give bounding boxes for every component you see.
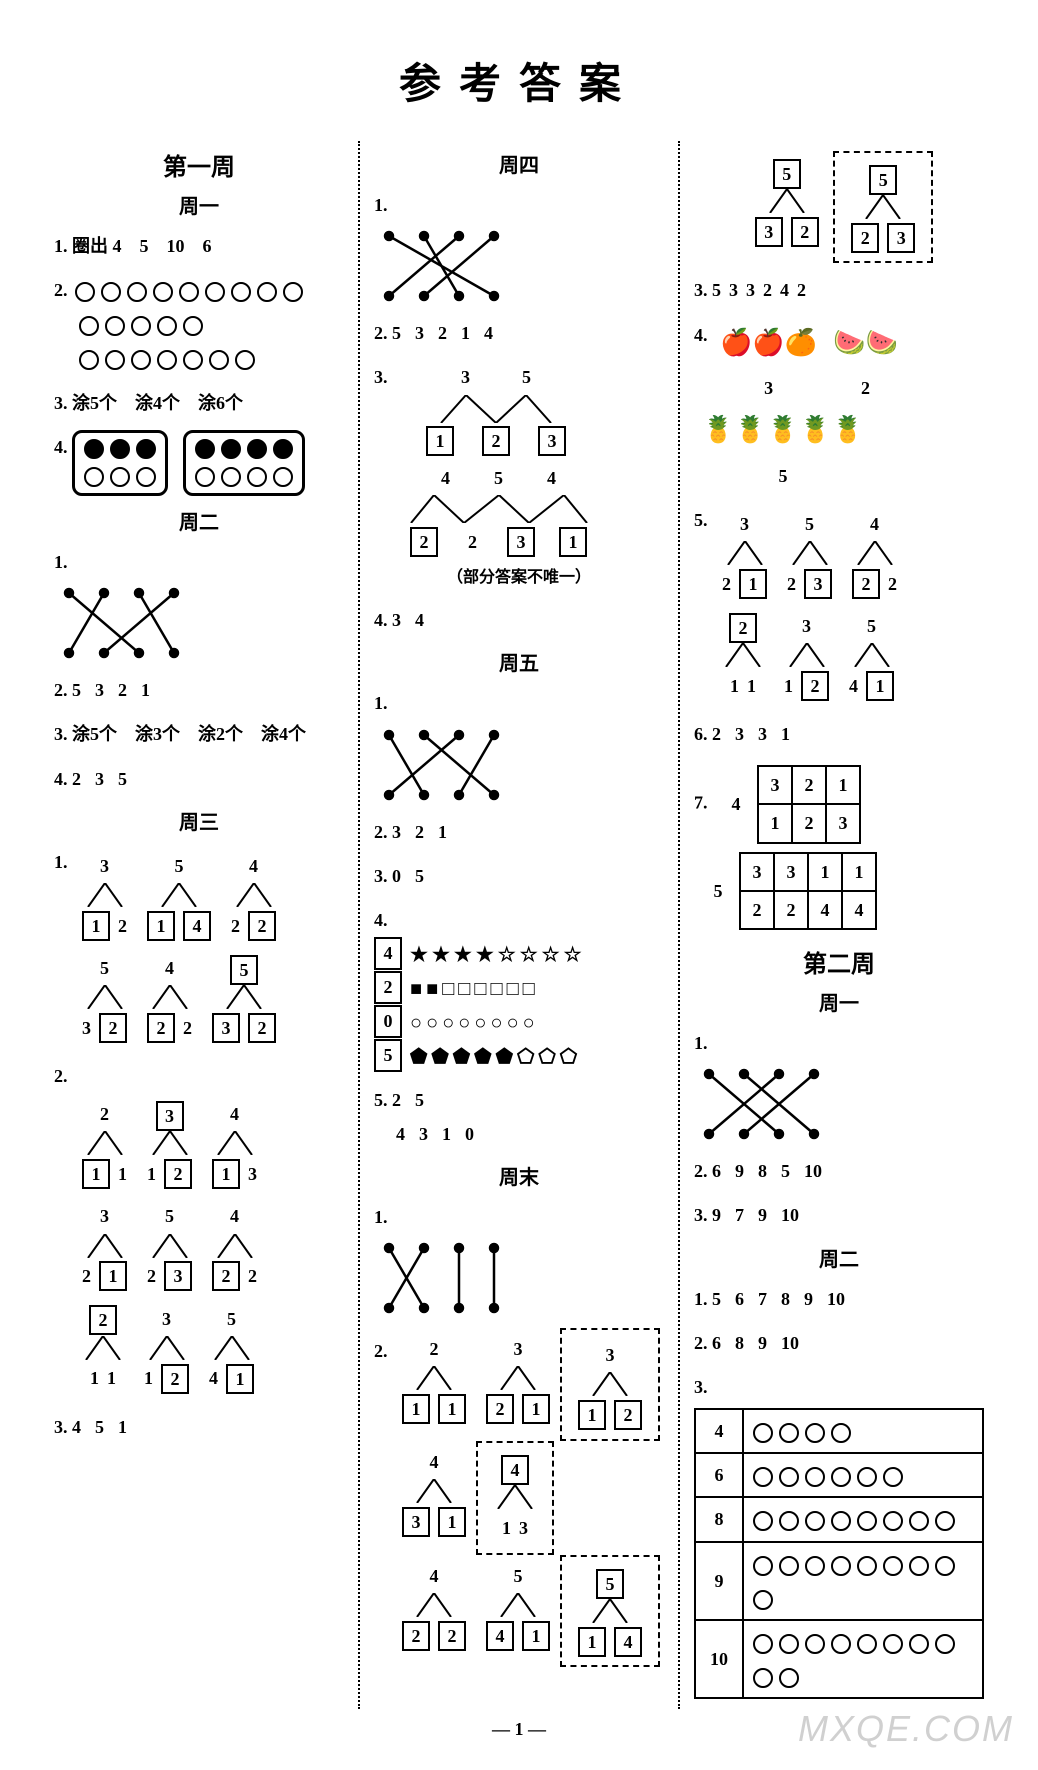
match-icon [374, 725, 514, 805]
w1d2-q4: 4. 235 [54, 762, 344, 796]
w1d3-q3: 3. 451 [54, 1410, 344, 1444]
w1dw-q5: 5. 321523422 211312541 [694, 503, 984, 707]
match-icon [374, 226, 514, 306]
w1d5-q1: 1. [374, 686, 664, 804]
w2d2-q2: 2. 68910 [694, 1326, 984, 1360]
w1d1-q1: 1. 圈出 4 5 10 6 [54, 229, 344, 263]
page-title: 参考答案 [40, 50, 998, 111]
w1d1-q4: 4. [54, 430, 344, 496]
w1d2-q3: 3. 涂5个 涂3个 涂2个 涂4个 [54, 717, 344, 751]
w1d2-q1: 1. [54, 545, 344, 663]
w1d4-q1: 1. [374, 188, 664, 306]
w1dw-q6: 6. 2331 [694, 717, 984, 751]
day-label: 周末 [374, 1161, 664, 1190]
w1d4-q2: 2. 53214 [374, 316, 664, 350]
match-icon [694, 1064, 834, 1144]
w1d5-q5: 5. 25 4310 [374, 1083, 664, 1151]
w1d3-q2: 2. 211312413 321523422 211312541 [54, 1059, 344, 1400]
column-2: 周四 1. 2. 53214 3. 35123 4542231 （部分答案不唯一… [358, 141, 678, 1709]
w1dw-q2: 2. 211321312 431413 422541514 [374, 1328, 664, 1667]
note-text: （部分答案不唯一） [374, 563, 664, 593]
page-number: — 1 — [40, 1719, 998, 1740]
w1dw-q3: 3. 533242 [694, 273, 984, 307]
w1d3-q1: 1. 312514422 532422532 [54, 845, 344, 1049]
circle-table: 468910 [694, 1408, 984, 1699]
day-label: 周一 [694, 987, 984, 1016]
week2-title: 第二周 [694, 944, 984, 979]
w2d1-q3: 3. 97910 [694, 1198, 984, 1232]
w1d1-q3: 3. 涂5个 涂4个 涂6个 [54, 386, 344, 420]
week1-title: 第一周 [54, 147, 344, 182]
day-label: 周三 [54, 806, 344, 835]
w1d4-q3: 3. 35123 4542231 （部分答案不唯一） [374, 360, 664, 593]
w2d1-q1: 1. [694, 1026, 984, 1144]
column-1: 第一周 周一 1. 圈出 4 5 10 6 2. 3. 涂5个 涂4个 涂6个 … [40, 141, 358, 1709]
w1d2-q2: 2. 5321 [54, 673, 344, 707]
w2d1-q2: 2. 698510 [694, 1154, 984, 1188]
content-columns: 第一周 周一 1. 圈出 4 5 10 6 2. 3. 涂5个 涂4个 涂6个 … [40, 141, 998, 1709]
w1d5-q2: 2. 321 [374, 815, 664, 849]
day-label: 周一 [54, 190, 344, 219]
w1dw-cont-bonds: 532 523 [694, 151, 984, 263]
w1d5-q4: 4. 4★★★★☆☆☆☆2■■□□□□□□0○○○○○○○○5⬟⬟⬟⬟⬟⬠⬠⬠ [374, 903, 664, 1073]
day-label: 周四 [374, 149, 664, 178]
w1d4-q4: 4. 34 [374, 603, 664, 637]
w1dw-q7: 7. 4321123533112244 [694, 761, 984, 934]
day-label: 周五 [374, 647, 664, 676]
w2d2-q1: 1. 5678910 [694, 1282, 984, 1316]
w1dw-q4: 4. 🍎🍎🍊3🍉🍉2🍍🍍🍍🍍🍍5 [694, 318, 984, 493]
match-icon [374, 1238, 514, 1318]
day-label: 周二 [694, 1243, 984, 1272]
column-3: 532 523 3. 533242 4. 🍎🍎🍊3🍉🍉2🍍🍍🍍🍍🍍5 5. 32… [678, 141, 998, 1709]
day-label: 周二 [54, 506, 344, 535]
w2d2-q3: 3. 468910 [694, 1370, 984, 1700]
match-icon [54, 583, 194, 663]
w1d5-q3: 3. 05 [374, 859, 664, 893]
w1dw-q1: 1. [374, 1200, 664, 1318]
w1d1-q2: 2. [54, 273, 344, 376]
